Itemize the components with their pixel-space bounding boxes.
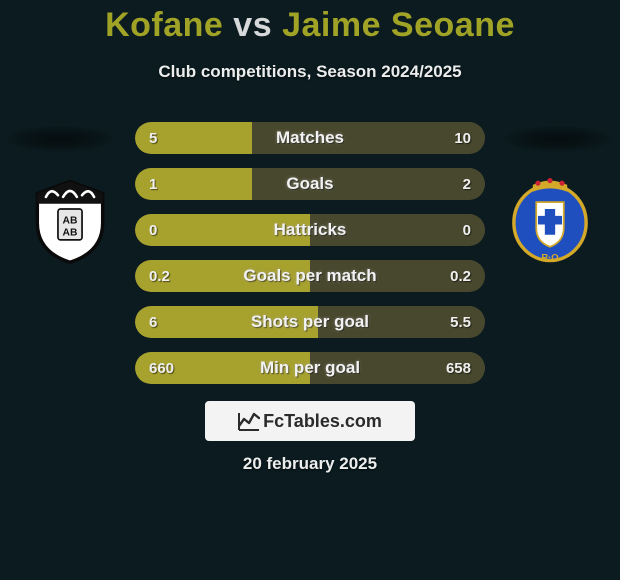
stat-fill-right xyxy=(252,168,485,200)
stat-value-right: 10 xyxy=(454,122,471,154)
stat-value-right: 658 xyxy=(446,352,471,384)
stat-value-left: 1 xyxy=(149,168,157,200)
stat-row: Shots per goal65.5 xyxy=(135,306,485,338)
stats-panel: Matches510Goals12Hattricks00Goals per ma… xyxy=(135,122,485,398)
stat-value-left: 5 xyxy=(149,122,157,154)
title-player2: Jaime Seoane xyxy=(282,6,515,44)
footer-date: 20 february 2025 xyxy=(0,454,620,474)
shadow-oval-left xyxy=(6,126,114,152)
club-crest-left: AB AB xyxy=(27,178,113,264)
stat-value-right: 0 xyxy=(463,214,471,246)
subtitle: Club competitions, Season 2024/2025 xyxy=(0,62,620,82)
stat-fill-right xyxy=(252,122,485,154)
stat-value-left: 0.2 xyxy=(149,260,170,292)
stat-value-right: 0.2 xyxy=(450,260,471,292)
svg-text:AB: AB xyxy=(63,216,78,227)
shadow-oval-right xyxy=(504,126,612,152)
stat-row: Min per goal660658 xyxy=(135,352,485,384)
fctables-logo-text: FcTables.com xyxy=(263,411,382,432)
stat-fill-left xyxy=(135,306,318,338)
stat-row: Matches510 xyxy=(135,122,485,154)
svg-text:R·O: R·O xyxy=(541,253,558,264)
stat-row: Hattricks00 xyxy=(135,214,485,246)
stat-row: Goals per match0.20.2 xyxy=(135,260,485,292)
stat-value-left: 660 xyxy=(149,352,174,384)
stat-value-left: 0 xyxy=(149,214,157,246)
club-crest-right: R·O xyxy=(507,178,593,264)
svg-text:AB: AB xyxy=(63,228,78,239)
stat-row: Goals12 xyxy=(135,168,485,200)
stat-value-right: 5.5 xyxy=(450,306,471,338)
stat-fill-left xyxy=(135,214,310,246)
chart-icon xyxy=(238,411,260,431)
comparison-infographic: Kofane vs Jaime Seoane Club competitions… xyxy=(0,0,620,580)
fctables-logo: FcTables.com xyxy=(205,401,415,441)
title-player1: Kofane xyxy=(105,6,223,44)
title: Kofane vs Jaime Seoane xyxy=(0,6,620,45)
stat-value-right: 2 xyxy=(463,168,471,200)
stat-fill-right xyxy=(310,214,485,246)
title-vs: vs xyxy=(233,6,272,44)
stat-value-left: 6 xyxy=(149,306,157,338)
